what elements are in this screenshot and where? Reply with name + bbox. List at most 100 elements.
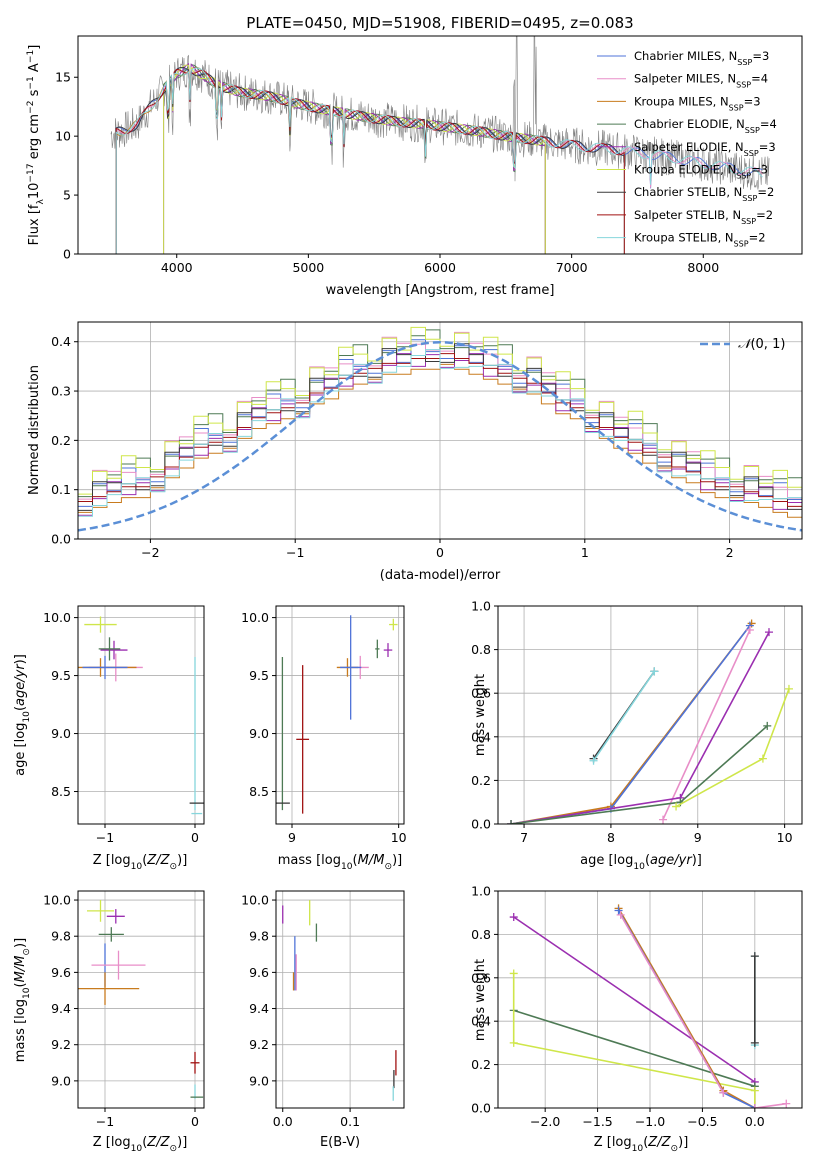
marker: [659, 815, 668, 824]
series-line: [754, 1102, 787, 1108]
series-line: [510, 622, 753, 824]
marker: [750, 952, 759, 961]
series-line: [510, 725, 768, 824]
y-tick-label: 10.0: [43, 610, 71, 625]
model-spectrum: [115, 66, 546, 254]
series-line: [513, 1009, 756, 1088]
data-point: [190, 1051, 200, 1074]
y-tick-label: 9.0: [249, 726, 269, 741]
histogram-salpeter-elodie: [78, 353, 802, 521]
x-tick-label: −1: [96, 830, 114, 845]
plot-area: [78, 326, 802, 532]
grid: [498, 890, 802, 1109]
y-tick-label: 0.1: [51, 482, 71, 497]
y-tick-label: 9.0: [249, 1073, 269, 1088]
histogram-kroupa-stelib: [78, 349, 802, 522]
y-tick-label: 0.8: [471, 642, 491, 657]
marker: [672, 802, 681, 811]
y-axis-label: Normed distribution: [27, 365, 42, 495]
panel-mass-vs-ebv: 0.0 0.1 9.0 9.2 9.4 9.6 9.8 10.0 E(B-V): [241, 890, 405, 1150]
x-axis-label: Z [log10(Z/Z⊙)]: [93, 1135, 188, 1154]
x-axis-label: age [log10(age/yr)]: [580, 853, 702, 872]
y-tick-label: 0.0: [471, 1101, 491, 1116]
plot-area: [78, 616, 204, 815]
marker: [750, 1086, 759, 1095]
y-tick-label: 10: [55, 129, 71, 144]
y-tick-label: 0.2: [471, 773, 491, 788]
marker: [782, 1099, 791, 1108]
x-axis-label: mass [log10(M/M⊙)]: [278, 853, 402, 872]
x-tick-label: −0.5: [687, 1114, 717, 1129]
data-point: [91, 950, 146, 980]
x-tick-label: −1.5: [582, 1114, 612, 1129]
histogram-chabrier-stelib: [78, 343, 802, 516]
series-line: [592, 670, 655, 762]
y-tick-label: 10.0: [241, 610, 269, 625]
y-tick-label: 0.0: [471, 817, 491, 832]
y-tick-label: 9.0: [51, 726, 71, 741]
x-tick-label: 7000: [556, 260, 588, 275]
series-line: [513, 916, 756, 1108]
grid: [276, 606, 404, 824]
y-tick-label: 0.2: [51, 433, 71, 448]
marker: [509, 913, 518, 922]
y-tick-label: 15: [55, 70, 71, 85]
y-tick-label: 8.5: [249, 784, 269, 799]
y-axis-label: Flux [fλ10−17 erg cm−2 s−1 A−1]: [26, 45, 46, 246]
x-tick-label: −1: [286, 545, 304, 560]
series-line: [662, 629, 751, 820]
data-point: [296, 665, 310, 814]
data-point: [340, 615, 362, 720]
legend: 𝒩(0, 1): [700, 337, 785, 352]
x-tick-label: −2.0: [530, 1114, 560, 1129]
legend-label: Salpeter STELIB, NSSP=2: [634, 208, 773, 226]
marker: [614, 906, 623, 915]
plot-area: [110, 36, 770, 254]
x-tick-label: 0: [191, 1114, 199, 1129]
x-axis-label: (data-model)/error: [380, 568, 501, 583]
marker: [509, 1038, 518, 1047]
histogram-kroupa-elodie: [78, 326, 802, 500]
legend: Chabrier MILES, NSSP=3 Salpeter MILES, NS…: [597, 49, 777, 248]
y-tick-label: 9.0: [51, 1073, 71, 1088]
axes-frame: [77, 890, 205, 1109]
y-tick-label: 0.8: [471, 927, 491, 942]
model-spectrum: [163, 64, 546, 254]
marker: [763, 721, 772, 730]
y-tick-label: 0.4: [51, 334, 71, 349]
model-spectrum: [163, 62, 546, 254]
series-line: [510, 631, 770, 824]
data-point: [194, 657, 196, 811]
y-axis-label: mass [log10(M/M⊙)]: [13, 938, 32, 1062]
marker: [750, 1104, 759, 1108]
data-point: [84, 616, 117, 633]
y-axis-label: age [log10(age/yr)]: [13, 654, 32, 776]
x-tick-label: 10: [391, 830, 407, 845]
series-line: [675, 688, 790, 808]
normal-curve: [78, 340, 802, 532]
axes-frame: [77, 605, 205, 825]
y-tick-label: 8.5: [51, 784, 71, 799]
legend-label: Kroupa STELIB, NSSP=2: [634, 231, 766, 249]
plot-area: [282, 900, 397, 1101]
series-line: [617, 910, 756, 1108]
x-tick-label: 1: [581, 545, 589, 560]
y-tick-label: 1.0: [471, 599, 491, 614]
x-tick-label: 8000: [687, 260, 719, 275]
legend-label: Chabrier ELODIE, NSSP=4: [634, 117, 777, 135]
x-tick-label: 8: [607, 830, 615, 845]
y-tick-label: 0.6: [471, 970, 491, 985]
x-tick-label: −2: [141, 545, 159, 560]
y-tick-label: 9.2: [249, 1037, 269, 1052]
x-tick-label: 0: [191, 830, 199, 845]
y-tick-label: 0.4: [471, 1014, 491, 1029]
panel-mass-vs-Z: −1 0 9.0 9.2 9.4 9.6 9.8 10.0 Z [log10(Z/Z⊙)] mas…: [13, 890, 205, 1154]
y-tick-label: 10.0: [241, 893, 269, 908]
plot-area: [509, 904, 791, 1108]
x-tick-label: 0.0: [273, 1114, 293, 1129]
data-point: [78, 972, 140, 1005]
y-tick-label: 9.4: [51, 1001, 71, 1016]
y-tick-label: 9.5: [51, 668, 71, 683]
x-axis-label: E(B-V): [320, 1135, 360, 1150]
